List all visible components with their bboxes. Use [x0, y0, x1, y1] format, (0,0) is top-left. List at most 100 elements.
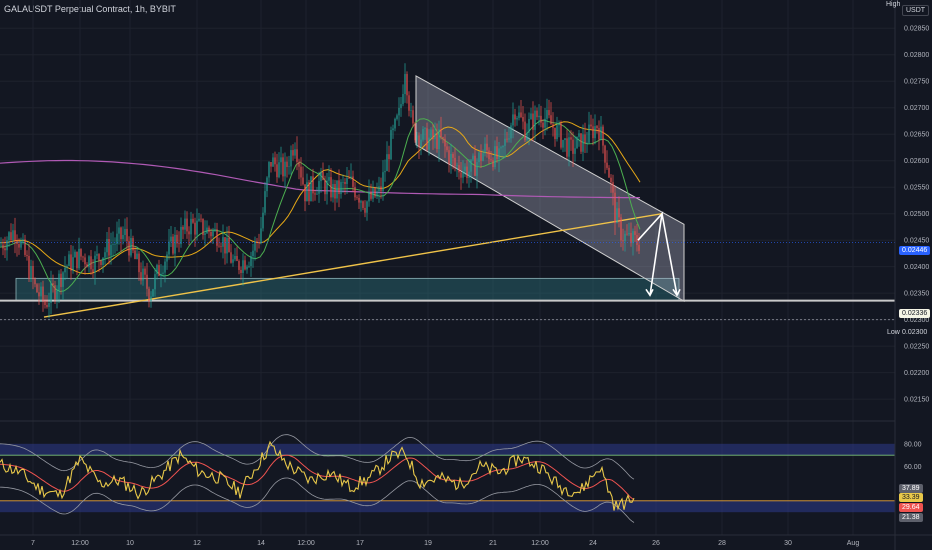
- candle: [574, 135, 576, 162]
- candle: [18, 238, 20, 255]
- candle: [286, 156, 288, 178]
- candle: [410, 102, 412, 118]
- candle: [492, 157, 494, 171]
- candle: [158, 259, 160, 277]
- candle: [634, 225, 636, 243]
- candle: [260, 216, 262, 245]
- candle: [598, 120, 600, 151]
- candle: [110, 232, 112, 265]
- candle: [348, 170, 350, 179]
- candle: [346, 166, 348, 194]
- time-tick-label: 12:00: [531, 540, 549, 547]
- candle: [406, 71, 408, 104]
- candle: [78, 237, 80, 271]
- time-tick-label: 17: [356, 540, 364, 547]
- candle: [512, 102, 514, 139]
- candle: [360, 199, 362, 212]
- candle: [130, 229, 132, 258]
- price-tick-label: 0.02650: [904, 132, 929, 139]
- candle: [472, 153, 474, 162]
- candle: [600, 116, 602, 141]
- candle: [122, 226, 124, 245]
- candle: [280, 146, 282, 175]
- candle: [296, 136, 298, 171]
- candle: [538, 104, 540, 126]
- candle: [126, 217, 128, 251]
- candle: [48, 292, 50, 319]
- candle: [434, 122, 436, 149]
- candle: [96, 245, 98, 260]
- candle: [102, 257, 104, 273]
- price-tick-label: 0.02450: [904, 238, 929, 245]
- candle: [610, 174, 612, 193]
- candle: [162, 265, 164, 278]
- candle: [24, 234, 26, 258]
- candle: [244, 255, 246, 271]
- candle: [116, 221, 118, 252]
- candle: [474, 145, 476, 177]
- candle: [44, 294, 46, 309]
- candle: [490, 151, 492, 163]
- time-tick-label: 12:00: [71, 540, 89, 547]
- price-tick-label: 0.02150: [904, 397, 929, 404]
- price-axis: 0.02850 0.02800 0.02750 0.02700 0.02650 0.026…: [904, 26, 929, 404]
- candle: [262, 207, 264, 232]
- candle: [322, 162, 324, 181]
- candle: [196, 208, 198, 241]
- candle: [602, 124, 604, 154]
- candle: [466, 160, 468, 184]
- candle: [76, 251, 78, 276]
- candle: [268, 161, 270, 183]
- candle: [184, 210, 186, 235]
- candle: [590, 114, 592, 130]
- candle: [56, 285, 58, 309]
- candle: [200, 214, 202, 223]
- candle: [282, 153, 284, 182]
- candle: [284, 152, 286, 188]
- candle: [468, 159, 470, 188]
- candle: [152, 288, 154, 298]
- time-tick-label: Aug: [847, 540, 860, 547]
- candle: [508, 126, 510, 143]
- candle: [246, 264, 248, 274]
- candle: [522, 105, 524, 130]
- currency-button[interactable]: USDT: [902, 5, 930, 16]
- candle: [480, 144, 482, 168]
- candle: [194, 217, 196, 247]
- candle: [98, 253, 100, 273]
- candle: [30, 259, 32, 282]
- candle: [390, 126, 392, 160]
- time-tick-label: 26: [652, 540, 660, 547]
- candle: [212, 227, 214, 245]
- candle: [396, 113, 398, 121]
- candle: [232, 254, 234, 267]
- candle: [34, 277, 36, 288]
- candle: [332, 179, 334, 203]
- candle: [568, 132, 570, 167]
- candle: [324, 175, 326, 201]
- time-tick-label: 30: [784, 540, 792, 547]
- candle: [446, 142, 448, 153]
- candle: [510, 122, 512, 143]
- rsi-axis: 80.00 60.00: [904, 441, 922, 471]
- candle: [304, 184, 306, 212]
- candle: [548, 99, 550, 119]
- candle: [394, 117, 396, 132]
- candle: [430, 127, 432, 141]
- candle: [354, 182, 356, 201]
- candle: [592, 118, 594, 146]
- candle: [298, 158, 300, 180]
- candle: [218, 237, 220, 248]
- candle: [276, 153, 278, 183]
- candle: [128, 236, 130, 262]
- rsi-bollinger-lower: [0, 477, 635, 523]
- price-tick-label: 0.02250: [904, 344, 929, 351]
- candle: [66, 264, 68, 279]
- candle: [208, 225, 210, 239]
- candle: [580, 133, 582, 155]
- candle: [404, 63, 406, 103]
- candle: [616, 202, 618, 224]
- candle: [32, 260, 34, 290]
- price-tick-label: 0.02300: [904, 317, 929, 324]
